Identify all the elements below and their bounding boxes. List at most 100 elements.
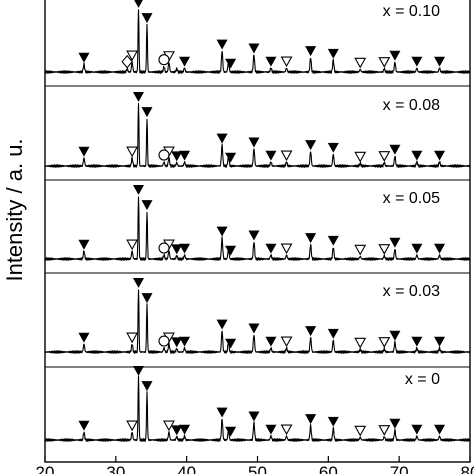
marker-filled-triangle [179, 56, 191, 67]
marker-open-triangle [126, 146, 139, 158]
x-tick-label: 40 [177, 463, 196, 474]
marker-filled-triangle [265, 336, 277, 347]
marker-filled-triangle [225, 338, 237, 349]
marker-filled-triangle [411, 150, 423, 161]
x-axis: 20 30 40 50 60 70 80 [36, 456, 474, 474]
marker-open-triangle [378, 57, 391, 68]
marker-filled-triangle [171, 151, 183, 162]
marker-filled-triangle [216, 133, 228, 144]
y-axis-label: Intensity / a. u. [2, 138, 27, 281]
trace-x-0 [44, 375, 471, 442]
series-label: x = 0.03 [383, 283, 440, 300]
marker-open-triangle [126, 50, 139, 62]
marker-filled-triangle [225, 58, 237, 69]
marker-filled-triangle [389, 144, 401, 155]
marker-filled-triangle [265, 150, 277, 161]
marker-open-triangle [126, 332, 139, 344]
marker-filled-triangle [78, 146, 90, 157]
marker-filled-triangle [132, 92, 145, 102]
marker-filled-triangle [389, 50, 401, 61]
marker-open-triangle [280, 336, 293, 348]
x-tick-label: 30 [106, 463, 125, 474]
trace-x-0-10 [44, 9, 471, 74]
marker-filled-triangle [132, 366, 145, 376]
marker-filled-triangle [389, 237, 401, 248]
marker-open-triangle [354, 425, 367, 437]
marker-filled-triangle [78, 239, 90, 250]
marker-filled-triangle [248, 323, 260, 334]
marker-open-triangle [354, 57, 367, 69]
marker-filled-triangle [141, 200, 153, 211]
marker-circle [158, 149, 170, 161]
marker-filled-triangle [389, 330, 401, 341]
panels: x = 0.10 x = 0.08 x = 0.05 x = 0.03 x = 0 [44, 0, 471, 442]
marker-filled-triangle [265, 56, 277, 67]
marker-filled-triangle [305, 46, 317, 57]
marker-filled-triangle [411, 243, 423, 254]
marker-filled-triangle [132, 278, 145, 288]
marker-filled-triangle [411, 336, 423, 347]
marker-filled-triangle [78, 420, 90, 431]
marker-circle [158, 242, 170, 254]
marker-filled-triangle [225, 245, 237, 256]
marker-filled-triangle [411, 424, 423, 435]
marker-filled-triangle [225, 152, 237, 163]
marker-filled-triangle [171, 244, 183, 255]
marker-filled-triangle [225, 426, 237, 437]
series-label: x = 0.10 [383, 3, 440, 20]
marker-filled-triangle [305, 233, 317, 244]
marker-filled-triangle [216, 407, 228, 418]
x-tick-label: 60 [319, 463, 338, 474]
series-x-0: x = 0 [44, 366, 471, 442]
x-tick-label: 80 [461, 463, 474, 474]
series-x-0-05: x = 0.05 [44, 185, 471, 261]
x-tick-label: 20 [36, 463, 55, 474]
marker-filled-triangle [141, 381, 153, 392]
marker-filled-triangle [216, 319, 228, 330]
series-label: x = 0 [405, 371, 440, 388]
marker-filled-triangle [327, 416, 339, 427]
marker-open-triangle [378, 244, 391, 255]
series-label: x = 0.05 [383, 190, 440, 207]
marker-filled-triangle [434, 424, 446, 435]
marker-filled-triangle [248, 43, 260, 54]
marker-filled-triangle [305, 326, 317, 337]
marker-filled-triangle [132, 185, 145, 195]
marker-filled-triangle [434, 336, 446, 347]
marker-filled-triangle [171, 425, 183, 436]
marker-filled-triangle [179, 336, 191, 347]
marker-open-triangle [280, 150, 293, 162]
marker-filled-triangle [265, 424, 277, 435]
series-label: x = 0.08 [383, 97, 440, 114]
marker-open-triangle [126, 420, 139, 432]
marker-filled-triangle [434, 150, 446, 161]
marker-filled-triangle [327, 48, 339, 59]
marker-filled-triangle [216, 226, 228, 237]
trace-x-0-08 [44, 102, 471, 168]
marker-filled-triangle [78, 52, 90, 63]
marker-open-triangle [378, 151, 391, 162]
marker-filled-triangle [248, 137, 260, 148]
marker-filled-triangle [216, 39, 228, 50]
marker-filled-triangle [78, 332, 90, 343]
marker-diamond [121, 54, 133, 69]
marker-open-triangle [126, 239, 139, 251]
marker-filled-triangle [171, 337, 183, 348]
x-tick-label: 70 [390, 463, 409, 474]
series-x-0-10: x = 0.10 [44, 0, 471, 74]
marker-circle [158, 335, 170, 347]
marker-open-triangle [378, 337, 391, 348]
marker-filled-triangle [141, 293, 153, 304]
marker-filled-triangle [134, 0, 143, 8]
marker-filled-triangle [179, 150, 191, 161]
marker-filled-triangle [434, 243, 446, 254]
marker-filled-triangle [265, 243, 277, 254]
marker-open-triangle [280, 243, 293, 255]
marker-filled-triangle [327, 235, 339, 246]
marker-filled-triangle [179, 424, 191, 435]
marker-filled-triangle [179, 243, 191, 254]
marker-filled-triangle [248, 411, 260, 422]
marker-filled-triangle [141, 13, 153, 24]
marker-open-triangle [280, 56, 293, 68]
